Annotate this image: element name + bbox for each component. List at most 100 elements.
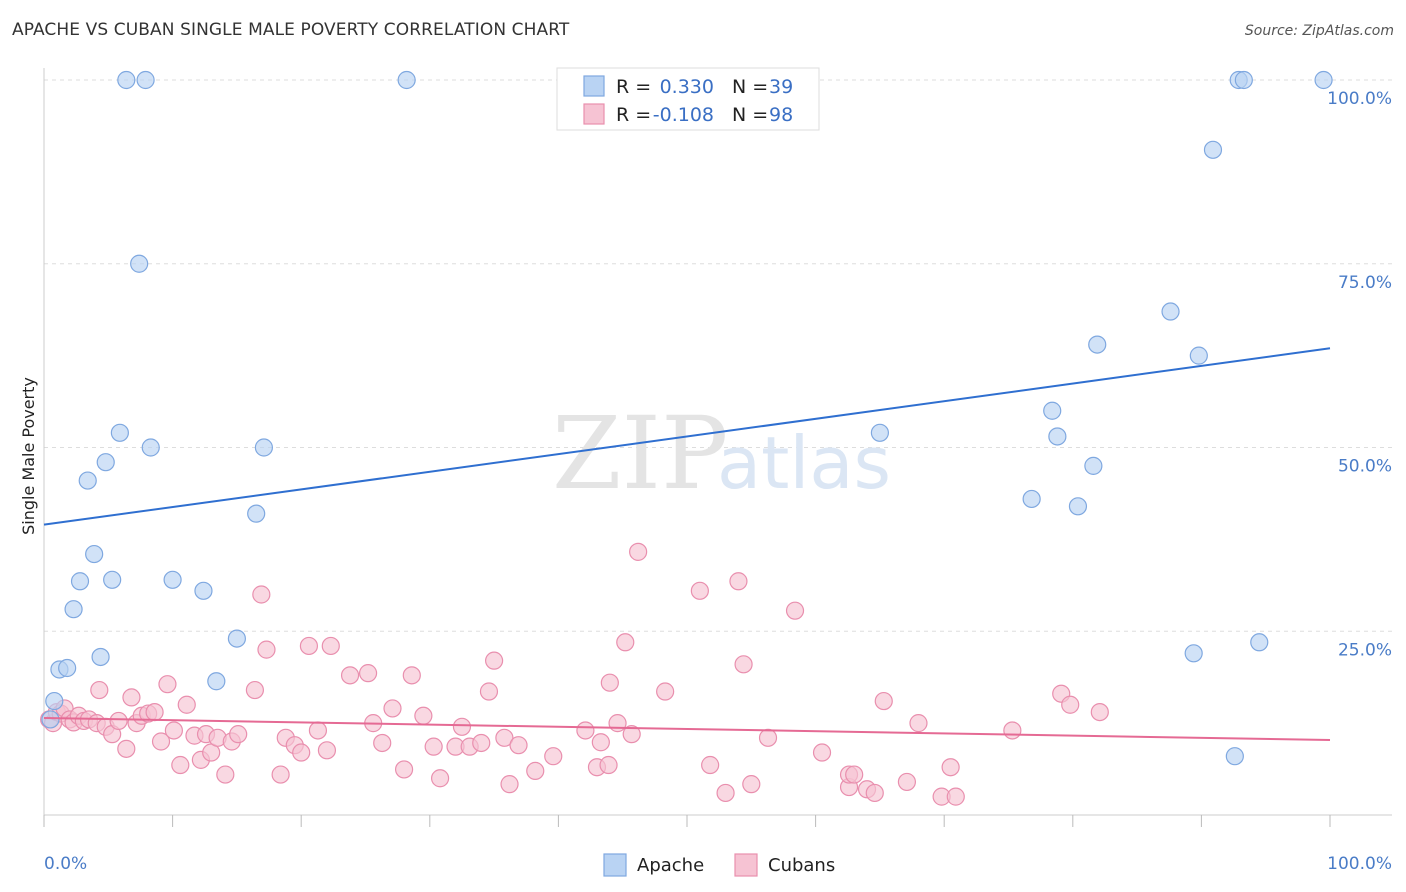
cubans-point xyxy=(1061,695,1080,714)
cubans-point xyxy=(472,733,491,753)
apache-point xyxy=(1234,70,1253,90)
cubans-point xyxy=(117,739,136,758)
apache-point xyxy=(103,570,122,589)
apache-points xyxy=(41,70,1333,766)
cubans-bottom-legend-label: Cubans xyxy=(768,855,835,876)
y-tick-label: 50.0% xyxy=(1338,457,1392,477)
cubans-point xyxy=(591,733,610,752)
cubans-point xyxy=(299,636,319,656)
cubans-point xyxy=(171,755,190,775)
cubans-point xyxy=(758,728,778,747)
cubans-point xyxy=(599,755,618,775)
y-tick-label: 75.0% xyxy=(1338,273,1392,293)
y-tick-label: 100.0% xyxy=(1327,89,1392,109)
cubans-point xyxy=(742,775,761,794)
watermark-zip: ZIP xyxy=(552,395,728,512)
cubans-point xyxy=(897,772,917,792)
cubans-point xyxy=(479,682,499,701)
cubans-point xyxy=(544,747,563,766)
cubans-point xyxy=(865,783,884,803)
legend-r-value: -0.108 xyxy=(653,104,714,126)
cubans-point xyxy=(122,688,141,707)
apache-bottom-legend-label: Apache xyxy=(637,855,704,876)
cubans-point xyxy=(373,733,392,753)
legend-r-label: R = xyxy=(616,76,651,98)
cubans-point xyxy=(177,695,196,714)
cubans-point xyxy=(308,721,328,740)
cubans-point xyxy=(257,640,276,659)
apache-point xyxy=(1088,335,1107,354)
cubans-point xyxy=(358,664,378,683)
apache-point xyxy=(1250,633,1269,652)
apache-point xyxy=(78,471,97,490)
legend-r-label: R = xyxy=(616,104,651,126)
cubans-point xyxy=(340,666,360,685)
apache-point xyxy=(1184,644,1203,663)
axis-layer xyxy=(43,68,1392,827)
legend-r-value: 0.330 xyxy=(660,76,714,98)
apache-trend-line xyxy=(43,347,1331,526)
cubans-point xyxy=(616,633,635,652)
y-tick-label: 25.0% xyxy=(1338,640,1392,660)
apache-point xyxy=(130,254,149,273)
cubans-point xyxy=(402,666,421,685)
cubans-point xyxy=(1090,702,1109,722)
bottom-legend: Apache Cubans xyxy=(603,853,835,877)
cubans-point xyxy=(941,758,960,777)
cubans-bottom-legend-swatch xyxy=(734,853,758,877)
cubans-point xyxy=(526,761,545,781)
apache-point xyxy=(1043,401,1062,420)
cubans-point xyxy=(701,755,720,775)
apache-point xyxy=(1084,456,1103,475)
cubans-point xyxy=(874,691,893,711)
trend-layer xyxy=(43,347,1331,742)
apache-point xyxy=(194,581,213,600)
apache-point xyxy=(136,70,155,90)
cubans-point xyxy=(576,721,595,740)
top-legend: R = 0.330 N = 39 R = -0.108 N = 98 xyxy=(556,67,820,131)
apache-point xyxy=(70,572,90,591)
cubans-point xyxy=(383,699,402,718)
cubans-point xyxy=(229,725,248,744)
cubans-point xyxy=(946,787,965,806)
apache-point xyxy=(397,70,416,90)
y-axis-label: Single Male Poverty xyxy=(19,377,38,535)
cubans-point xyxy=(485,651,504,670)
cubans-point xyxy=(424,737,443,756)
cubans-point xyxy=(430,769,450,788)
legend-n-value: 39 xyxy=(769,76,793,98)
apache-point xyxy=(1048,427,1067,446)
apache-point xyxy=(207,672,226,691)
legend-n-value: 98 xyxy=(769,104,793,126)
apache-point xyxy=(141,438,160,457)
apache-point xyxy=(1022,489,1041,509)
cubans-point xyxy=(656,682,675,701)
chart-title: APACHE VS CUBAN SINGLE MALE POVERTY CORR… xyxy=(12,20,570,40)
legend-n-label: N = xyxy=(732,104,768,126)
cubans-point xyxy=(245,680,265,700)
cubans-point xyxy=(414,706,433,725)
cubans-point xyxy=(690,581,709,600)
cubans-point xyxy=(812,743,832,762)
x-tick-label: 100.0% xyxy=(1327,854,1392,874)
apache-point xyxy=(64,600,83,619)
cubans-points xyxy=(40,542,1109,806)
cubans-point xyxy=(622,725,641,744)
apache-point xyxy=(1225,747,1244,766)
x-tick-label: 0.0% xyxy=(44,854,87,874)
apache-point xyxy=(110,423,129,442)
apache-point xyxy=(58,658,77,678)
apache-point xyxy=(1161,302,1180,321)
apache-point xyxy=(1314,70,1333,90)
cubans-point xyxy=(734,655,753,674)
cubans-point xyxy=(252,585,271,604)
apache-point xyxy=(85,544,104,564)
apache-point xyxy=(96,453,115,472)
cubans-trend-line xyxy=(43,716,1331,742)
apache-point xyxy=(41,710,60,729)
cubans-point xyxy=(90,680,109,700)
apache-point xyxy=(1189,346,1208,365)
apache-point xyxy=(163,570,182,589)
legend-n-label: N = xyxy=(732,76,768,98)
